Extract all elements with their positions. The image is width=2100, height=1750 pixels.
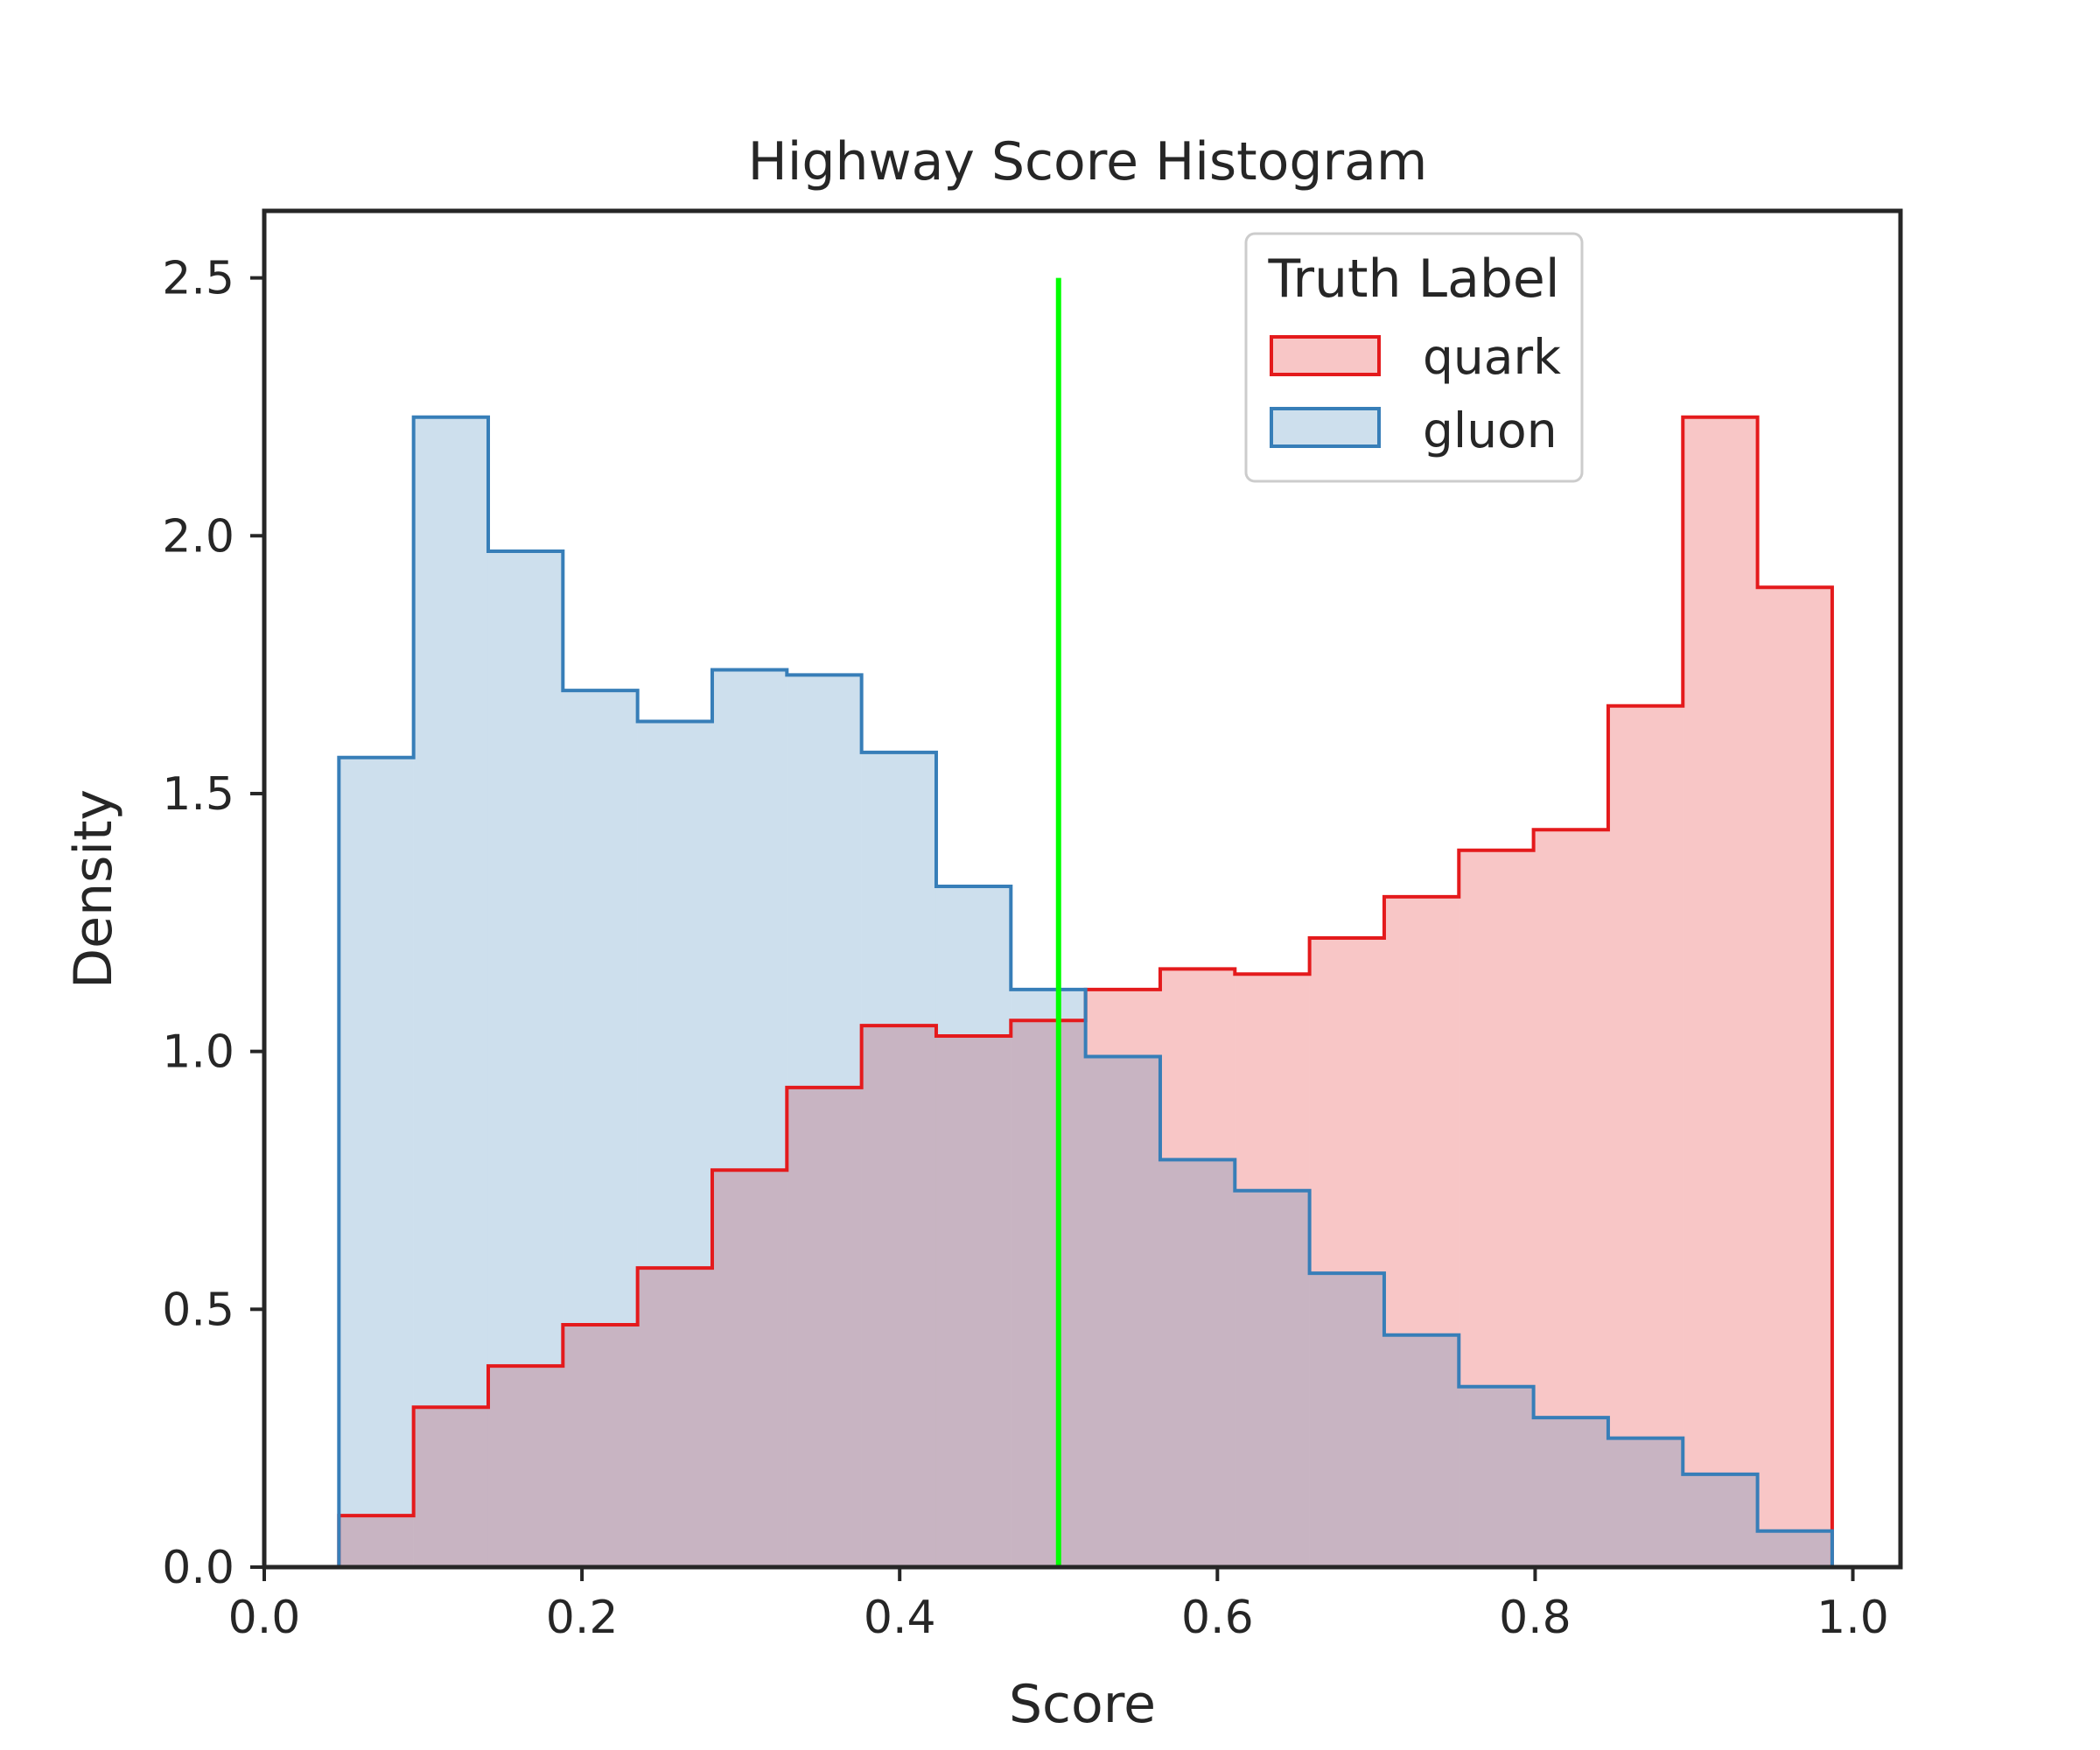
y-tick-label-3: 1.5 <box>162 768 234 821</box>
series-quark <box>339 416 1832 1567</box>
x-tick-label-0: 0.0 <box>228 1592 301 1644</box>
series-gluon <box>339 416 1832 1568</box>
quark-bin-5 <box>711 1170 788 1567</box>
quark-bin-11 <box>1159 969 1236 1567</box>
gluon-bin-12 <box>1235 1190 1310 1567</box>
gluon-bin-13 <box>1309 1273 1384 1567</box>
x-tick-label-5: 1.0 <box>1816 1592 1889 1644</box>
quark-bin-15 <box>1459 850 1534 1567</box>
y-tick-label-4: 2.0 <box>162 510 234 563</box>
gluon-bin-15 <box>1459 1386 1534 1567</box>
quark-bin-4 <box>637 1268 712 1567</box>
gluon-bin-11 <box>1159 1159 1236 1567</box>
gluon-bin-1 <box>413 416 488 1567</box>
quark-bin-19 <box>1757 587 1832 1567</box>
quark-bin-6 <box>787 1087 862 1567</box>
quark-bin-17 <box>1607 705 1684 1567</box>
quark-bin-14 <box>1383 896 1460 1567</box>
chart-title: Highway Score Histogram <box>748 131 1428 192</box>
gluon-bin-19 <box>1757 1530 1832 1567</box>
quark-bin-0 <box>339 1516 414 1567</box>
y-tick-label-5: 2.5 <box>162 253 234 305</box>
gluon-bin-18 <box>1683 1474 1758 1567</box>
x-axis-label: Score <box>1009 1674 1156 1735</box>
y-tick-label-2: 1.0 <box>162 1026 234 1079</box>
legend-title: Truth Label <box>1267 248 1559 310</box>
gluon-bin-9 <box>1011 989 1086 1567</box>
y-tick-label-0: 0.0 <box>162 1542 234 1594</box>
quark-bin-9 <box>1011 1020 1086 1567</box>
y-tick-label-1: 0.5 <box>162 1284 234 1336</box>
gluon-bin-16 <box>1533 1418 1608 1567</box>
legend-label-quark: quark <box>1423 329 1561 385</box>
quark-bin-2 <box>487 1366 564 1567</box>
quark-bin-1 <box>413 1407 488 1567</box>
gluon-bin-2 <box>487 550 564 1567</box>
quark-bin-12 <box>1235 974 1310 1567</box>
x-tick-label-2: 0.4 <box>864 1592 936 1644</box>
quark-bin-8 <box>935 1035 1012 1567</box>
legend: Truth Label quark gluon <box>1244 232 1584 483</box>
x-tick-label-4: 0.8 <box>1499 1592 1572 1644</box>
legend-box <box>1244 232 1584 483</box>
gluon-bin-8 <box>935 886 1012 1567</box>
quark-bin-13 <box>1309 937 1384 1567</box>
plot-frame <box>262 208 1903 1570</box>
gluon-bin-0 <box>339 757 414 1567</box>
x-tick-label-1: 0.2 <box>546 1592 619 1644</box>
gluon-bin-6 <box>787 675 862 1567</box>
gluon-bin-10 <box>1085 1056 1160 1567</box>
quark-bin-7 <box>861 1026 936 1567</box>
gluon-outline <box>337 415 1834 1567</box>
legend-swatch-quark <box>1270 335 1381 376</box>
gluon-bin-4 <box>637 721 712 1567</box>
gluon-bin-5 <box>711 669 788 1568</box>
quark-bin-10 <box>1085 989 1160 1567</box>
y-axis-label: Density <box>63 789 124 989</box>
x-tick-label-3: 0.6 <box>1181 1592 1254 1644</box>
gluon-bin-7 <box>861 752 936 1567</box>
legend-label-gluon: gluon <box>1423 402 1558 458</box>
legend-swatch-gluon <box>1270 407 1381 448</box>
quark-bin-3 <box>563 1325 638 1567</box>
quark-bin-16 <box>1533 830 1608 1567</box>
gluon-bin-14 <box>1383 1334 1460 1567</box>
gluon-bin-17 <box>1607 1438 1684 1567</box>
gluon-bin-3 <box>563 690 638 1567</box>
quark-bin-18 <box>1683 416 1758 1567</box>
